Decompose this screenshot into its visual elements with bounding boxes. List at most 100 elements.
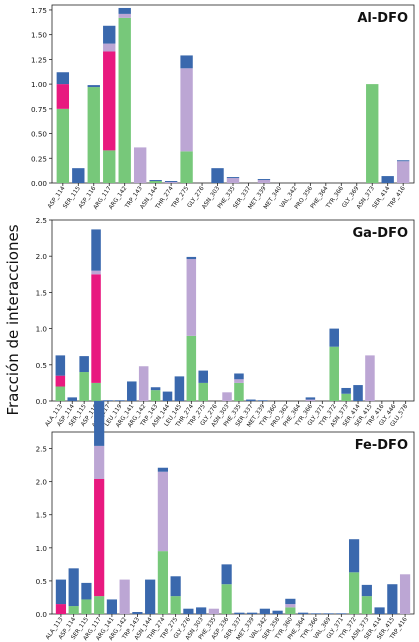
y-tick-label: 0.5: [36, 577, 47, 586]
bar-segment-blue: [106, 599, 118, 614]
bar-segment-blue: [348, 539, 360, 573]
bar-segment-blue: [336, 613, 347, 614]
bar-segment-blue: [127, 381, 137, 401]
bar-segment-blue: [118, 7, 131, 14]
bar-segment-purple: [234, 379, 244, 383]
bar-segment-magenta: [103, 51, 116, 151]
bar-segment-blue: [323, 613, 334, 614]
panel-title: Ga-DFO: [352, 226, 408, 241]
bar-segment-purple: [285, 604, 296, 608]
bar-segment-blue: [305, 397, 316, 400]
bar-segment-green: [118, 17, 131, 183]
bar-segment-purple: [208, 608, 219, 614]
bar-segment-blue: [196, 607, 207, 614]
y-tick-label: 1.50: [31, 31, 47, 40]
bar-segment-green: [361, 596, 372, 614]
bar-segment-green: [221, 584, 232, 614]
bar-segment-blue: [198, 370, 208, 383]
y-tick-label: 1.25: [31, 55, 47, 64]
bar-segment-blue: [150, 387, 161, 391]
y-axis-label-text: Fracción de interacciones: [4, 224, 22, 416]
bar-segment-blue: [103, 400, 113, 401]
bar-segment-blue: [164, 181, 178, 183]
bar-segment-purple: [305, 399, 316, 401]
bar-segment-blue: [72, 168, 85, 183]
bar-segment-purple: [138, 366, 149, 401]
bar-segment-blue: [246, 399, 256, 401]
bar-segment-blue: [259, 608, 270, 614]
bar-segment-magenta: [91, 274, 101, 383]
bar-segment-blue: [149, 180, 162, 182]
bar-segment-blue: [67, 397, 78, 401]
bar-segment-green: [68, 606, 79, 614]
y-tick-label: 2.0: [36, 478, 48, 487]
y-tick-label: 1.75: [31, 6, 47, 15]
bar-segment-blue: [115, 400, 125, 401]
bar-segment-green: [348, 572, 360, 614]
bar-segment-blue: [361, 584, 372, 597]
bar-segment-green: [56, 108, 70, 183]
y-tick-label: 0.0: [36, 397, 48, 406]
bar-segment-blue: [329, 328, 339, 347]
bar-segment-purple: [164, 182, 178, 183]
bar-segment-purple: [226, 178, 240, 183]
plot-frame: [51, 219, 415, 402]
bar-segment-blue: [247, 612, 258, 614]
bar-segment-blue: [374, 607, 385, 614]
bar-segment-blue: [180, 55, 193, 69]
bar-segment-purple: [365, 355, 375, 401]
bar-segment-blue: [226, 177, 240, 179]
bar-segment-blue: [221, 564, 232, 585]
plot-frame: [51, 431, 415, 615]
bar-segment-blue: [258, 400, 268, 401]
bar-segment-blue: [157, 467, 168, 472]
bar-segment-blue: [55, 355, 66, 376]
bar-segment-green: [157, 551, 168, 614]
y-tick-label: 1.5: [36, 511, 47, 520]
bar-segment-green: [94, 596, 105, 614]
bar-segment-blue: [55, 579, 67, 605]
bar-segment-green: [103, 150, 116, 183]
bar-segment-green: [170, 596, 181, 614]
y-tick-label: 1.0: [36, 544, 48, 553]
bar-segment-blue: [94, 400, 105, 446]
panel-title: Al-DFO: [357, 11, 408, 26]
bar-segment-green: [55, 386, 66, 401]
y-tick-label: 1.5: [36, 288, 47, 297]
bar-segment-purple: [396, 161, 410, 183]
bar-segment-purple: [222, 392, 232, 401]
bar-segment-blue: [353, 385, 363, 401]
y-tick-label: 0.00: [31, 179, 47, 188]
bar-segment-purple: [399, 574, 411, 614]
y-tick-label: 0.50: [31, 130, 47, 139]
bar-segment-green: [341, 393, 351, 401]
y-tick-label: 0.5: [36, 361, 47, 370]
y-tick-label: 2.0: [36, 252, 48, 261]
bar-segment-purple: [186, 259, 197, 336]
bar-segment-blue: [183, 608, 194, 614]
bar-segment-blue: [310, 613, 321, 614]
bar-segment-purple: [94, 445, 105, 479]
bar-segment-blue: [341, 387, 351, 394]
bar-segment-green: [79, 372, 89, 401]
bar-segment-blue: [257, 179, 271, 181]
y-tick-label: 1.00: [31, 80, 47, 89]
bar-segment-blue: [174, 376, 185, 401]
bar-segment-purple: [91, 270, 101, 275]
bar-segment-purple: [157, 471, 168, 552]
bar-segment-purple: [180, 68, 193, 152]
bar-segment-blue: [79, 356, 89, 373]
bar-segment-blue: [396, 160, 410, 162]
y-tick-label: 0.0: [36, 610, 48, 619]
bar-segment-green: [366, 84, 379, 183]
bar-segment-magenta: [94, 478, 105, 597]
bar-segment-blue: [162, 391, 173, 401]
bar-segment-purple: [103, 43, 116, 52]
y-tick-label: 2.5: [36, 216, 47, 225]
bar-segment-green: [81, 599, 92, 614]
bar-segment-blue: [234, 612, 245, 614]
bar-segment-blue: [87, 85, 100, 88]
bar-segment-blue: [298, 612, 309, 614]
panel-title: Fe-DFO: [355, 438, 408, 453]
